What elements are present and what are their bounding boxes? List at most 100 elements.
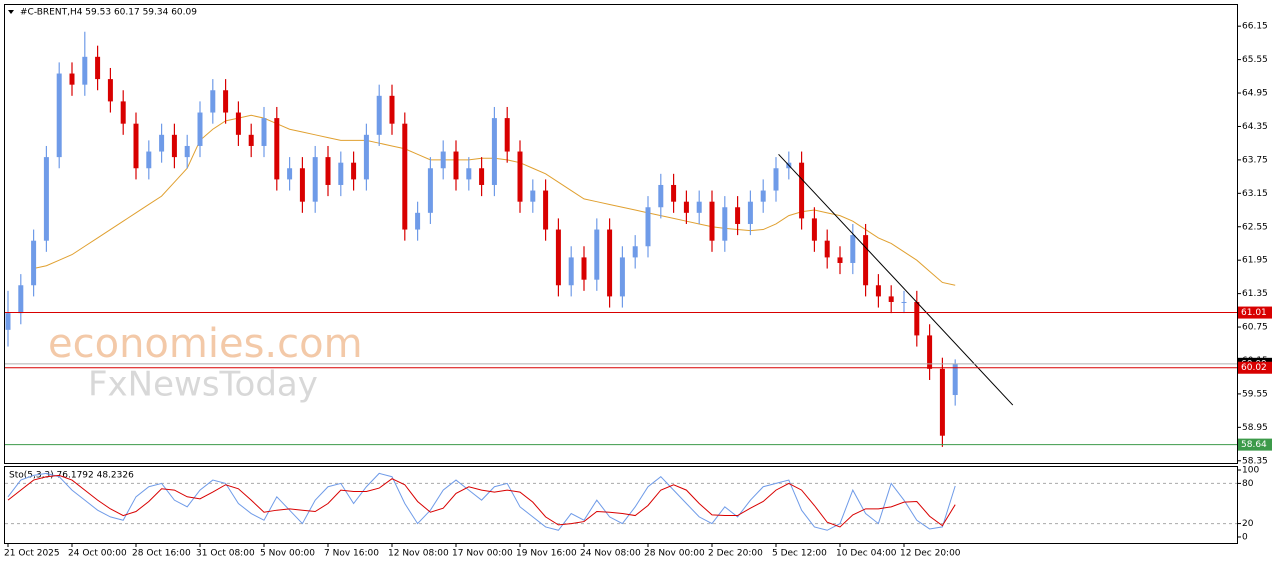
candle-body (939, 368, 945, 436)
candle-body (171, 134, 177, 158)
candle-body (287, 168, 293, 180)
candle-body (325, 157, 331, 185)
y-tick-label: 65.55 (1242, 55, 1268, 65)
candle-body (811, 218, 817, 241)
candle-body (427, 168, 433, 213)
candle-body (581, 257, 587, 280)
level-label: 61.01 (1241, 308, 1267, 318)
candle-body (299, 168, 305, 202)
candle-body (69, 73, 75, 85)
stoch-line (7, 474, 956, 528)
candle-body (607, 229, 613, 297)
candle-body (31, 240, 37, 286)
candle-body (43, 157, 49, 241)
candle-body (95, 56, 101, 80)
x-tick-label: 19 Nov 16:00 (516, 549, 577, 559)
candle-body (56, 73, 62, 158)
watermark-brand: economies.com (48, 321, 363, 367)
level-box (1238, 438, 1272, 451)
trendline (778, 153, 1014, 406)
candle-body (543, 190, 549, 230)
x-tick-label: 28 Oct 16:00 (132, 549, 191, 559)
candle-body (927, 335, 933, 369)
candle-body (658, 184, 664, 208)
level-label: 58.64 (1241, 440, 1267, 450)
x-tick-label: 10 Dec 04:00 (836, 549, 897, 559)
candle-body (799, 162, 805, 219)
x-tick-label: 12 Nov 08:00 (388, 549, 449, 559)
stoch-panel (4, 466, 1238, 544)
candle-body (888, 296, 894, 302)
candle-body (709, 201, 715, 241)
x-tick-label: 2 Dec 20:00 (708, 549, 763, 559)
candle-body (760, 190, 766, 202)
y-tick-label: 61.35 (1242, 289, 1268, 299)
x-tick-label: 7 Nov 16:00 (324, 549, 379, 559)
x-tick-label: 5 Nov 00:00 (260, 549, 315, 559)
candle-body (914, 301, 920, 336)
candle-body (235, 112, 241, 135)
candle-body (568, 257, 574, 286)
candle-body (197, 112, 203, 146)
level-box (1238, 361, 1272, 374)
candle-body (133, 123, 139, 169)
candle-body (107, 79, 113, 102)
candle-body (120, 101, 126, 124)
candle-body (184, 145, 190, 158)
candle-body (850, 235, 856, 263)
candle-body (402, 123, 408, 230)
candle-body (773, 168, 779, 191)
y-tick-label: 58.35 (1242, 456, 1268, 466)
candle-body (632, 246, 638, 258)
candle-body (82, 56, 88, 85)
y-tick-label: 61.95 (1242, 256, 1268, 266)
candle-body (18, 285, 24, 314)
candle-body (824, 240, 830, 258)
candle-body (210, 90, 216, 113)
candle-body (274, 118, 280, 180)
candle-body (159, 134, 165, 152)
chart-title: #C-BRENT,H4 59.53 60.17 59.34 60.09 (20, 8, 197, 18)
candle-body (223, 90, 229, 113)
y-tick-label: 60.75 (1242, 323, 1268, 333)
watermark-sub: FxNewsToday (88, 365, 318, 405)
candle-body (146, 151, 152, 169)
candle-body (376, 95, 382, 135)
y-tick-label: 59.55 (1242, 389, 1268, 399)
y-tick-label: 62.55 (1242, 222, 1268, 232)
y-tick-label: 63.15 (1242, 189, 1268, 199)
x-tick-label: 17 Nov 00:00 (452, 549, 513, 559)
y-tick-label: 58.95 (1242, 423, 1268, 433)
candle-body (696, 201, 702, 213)
candle-body (530, 190, 536, 202)
candle-body (5, 313, 11, 330)
y-tick-label: 63.75 (1242, 155, 1268, 165)
candle-body (555, 229, 561, 286)
candle-body (466, 168, 472, 180)
candle-body (351, 162, 357, 180)
candle-body (248, 134, 254, 146)
y-tick-label: 64.95 (1242, 89, 1268, 99)
candle-body (671, 184, 677, 202)
menu-arrow (8, 10, 14, 14)
x-tick-label: 24 Oct 00:00 (68, 549, 127, 559)
y-tick-label: 66.15 (1242, 22, 1268, 32)
candle-body (594, 229, 600, 280)
candle-body (837, 257, 843, 263)
candle-body (491, 118, 497, 185)
level-box (1238, 306, 1272, 319)
candle-body (735, 207, 741, 224)
y-tick-label: 64.35 (1242, 122, 1268, 132)
y-tick-label: 20 (1242, 519, 1254, 529)
stoch-line (7, 472, 956, 531)
candle-body (722, 207, 728, 241)
candle-body (363, 134, 369, 180)
candle-body (645, 207, 651, 247)
candle-body (875, 285, 881, 297)
candle-body (952, 363, 958, 396)
x-tick-label: 12 Dec 20:00 (900, 549, 961, 559)
y-tick-label: 80 (1242, 479, 1254, 489)
y-tick-label: 100 (1242, 466, 1259, 476)
